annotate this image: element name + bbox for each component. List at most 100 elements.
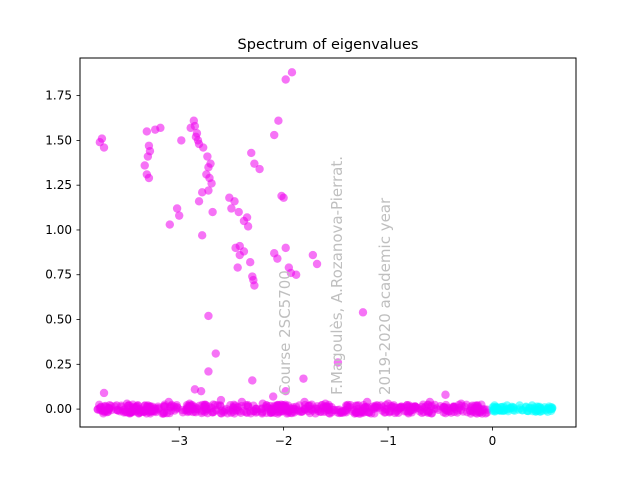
band-point: [230, 401, 240, 410]
data-point: [248, 376, 257, 385]
band-point: [230, 409, 239, 418]
data-point: [258, 399, 267, 408]
band-point: [424, 406, 434, 416]
y-tick-label: 0.00: [45, 402, 72, 416]
data-point: [197, 231, 207, 240]
data-point: [203, 152, 212, 161]
band-point: [209, 407, 218, 416]
data-point: [234, 207, 243, 217]
data-point: [546, 404, 556, 414]
band-point: [480, 405, 489, 414]
data-point: [204, 163, 213, 172]
watermark-year: 2019-2020 academic year: [376, 197, 394, 395]
data-point: [342, 401, 351, 410]
data-point: [291, 270, 301, 279]
band-point: [320, 407, 329, 417]
data-point: [186, 123, 195, 133]
data-point: [299, 374, 308, 383]
data-point: [143, 401, 153, 410]
data-point: [196, 386, 206, 396]
data-point: [312, 259, 322, 269]
data-point: [243, 222, 253, 231]
watermark-group: Course 2SC5700 F.Magoulès, A.Rozanova-Pi…: [276, 156, 394, 395]
data-point: [112, 401, 121, 410]
data-point: [281, 75, 290, 84]
axes-frame: [79, 57, 577, 428]
data-point: [358, 308, 368, 317]
band-point: [372, 401, 381, 410]
data-point: [194, 197, 204, 206]
band-point: [300, 404, 310, 414]
x-tick-label: −2: [275, 434, 293, 448]
data-point: [404, 401, 414, 410]
data-point: [281, 386, 290, 396]
watermark-course: Course 2SC5700: [276, 270, 294, 395]
data-point: [99, 143, 109, 152]
data-point: [185, 399, 194, 408]
data-point: [279, 401, 288, 410]
data-point: [230, 197, 239, 206]
band-point: [129, 402, 138, 412]
data-point: [122, 399, 132, 408]
data-point: [101, 403, 111, 412]
data-point: [472, 401, 481, 410]
data-point: [199, 143, 208, 152]
data-point: [250, 159, 259, 168]
data-point: [211, 349, 220, 358]
data-point: [177, 136, 186, 145]
band-point: [439, 408, 448, 417]
band-point: [165, 408, 174, 418]
data-point: [99, 388, 109, 398]
data-point: [362, 397, 372, 407]
band-point: [243, 402, 253, 411]
y-tick-label: 1.25: [45, 178, 72, 192]
data-point: [204, 311, 213, 321]
data-point: [441, 390, 450, 399]
data-points: [95, 68, 556, 414]
band-point: [123, 408, 132, 417]
data-point: [175, 211, 184, 220]
data-point: [150, 125, 160, 134]
data-point: [164, 397, 173, 407]
data-point: [250, 281, 259, 290]
band-point: [136, 407, 145, 416]
data-point: [333, 358, 343, 367]
data-point: [300, 397, 309, 407]
data-point: [140, 161, 149, 170]
data-point: [143, 152, 153, 161]
data-point: [204, 367, 213, 376]
band-point: [236, 408, 246, 418]
x-axis: −3 −2 −1 0: [170, 427, 496, 448]
data-point: [321, 399, 330, 408]
data-point: [233, 263, 242, 272]
data-point: [268, 392, 278, 401]
band-point: [200, 407, 209, 417]
plot-area: [80, 58, 576, 427]
band-point: [145, 407, 154, 417]
band-point: [252, 404, 261, 413]
data-point: [247, 148, 256, 158]
data-point: [246, 258, 255, 267]
band-point: [380, 408, 389, 417]
data-point: [281, 243, 290, 253]
chart-title: Spectrum of eigenvalues: [238, 37, 419, 53]
data-point: [425, 397, 435, 407]
y-tick-label: 1.75: [45, 89, 72, 103]
data-point: [273, 254, 282, 263]
data-point: [207, 179, 216, 188]
data-point: [142, 127, 152, 136]
x-tick-label: 0: [489, 434, 497, 448]
x-tick-label: −1: [379, 434, 397, 448]
data-point: [208, 207, 217, 217]
data-point: [287, 68, 297, 77]
y-tick-label: 1.50: [45, 133, 72, 147]
data-point: [270, 130, 279, 140]
band-point: [289, 404, 299, 414]
band-point: [257, 409, 267, 418]
data-point: [227, 204, 236, 213]
data-point: [534, 403, 543, 412]
data-point: [279, 193, 288, 202]
x-tick-label: −3: [170, 434, 188, 448]
watermark-authors: F.Magoulès, A.Rozanova-Pierrat.: [328, 156, 346, 395]
